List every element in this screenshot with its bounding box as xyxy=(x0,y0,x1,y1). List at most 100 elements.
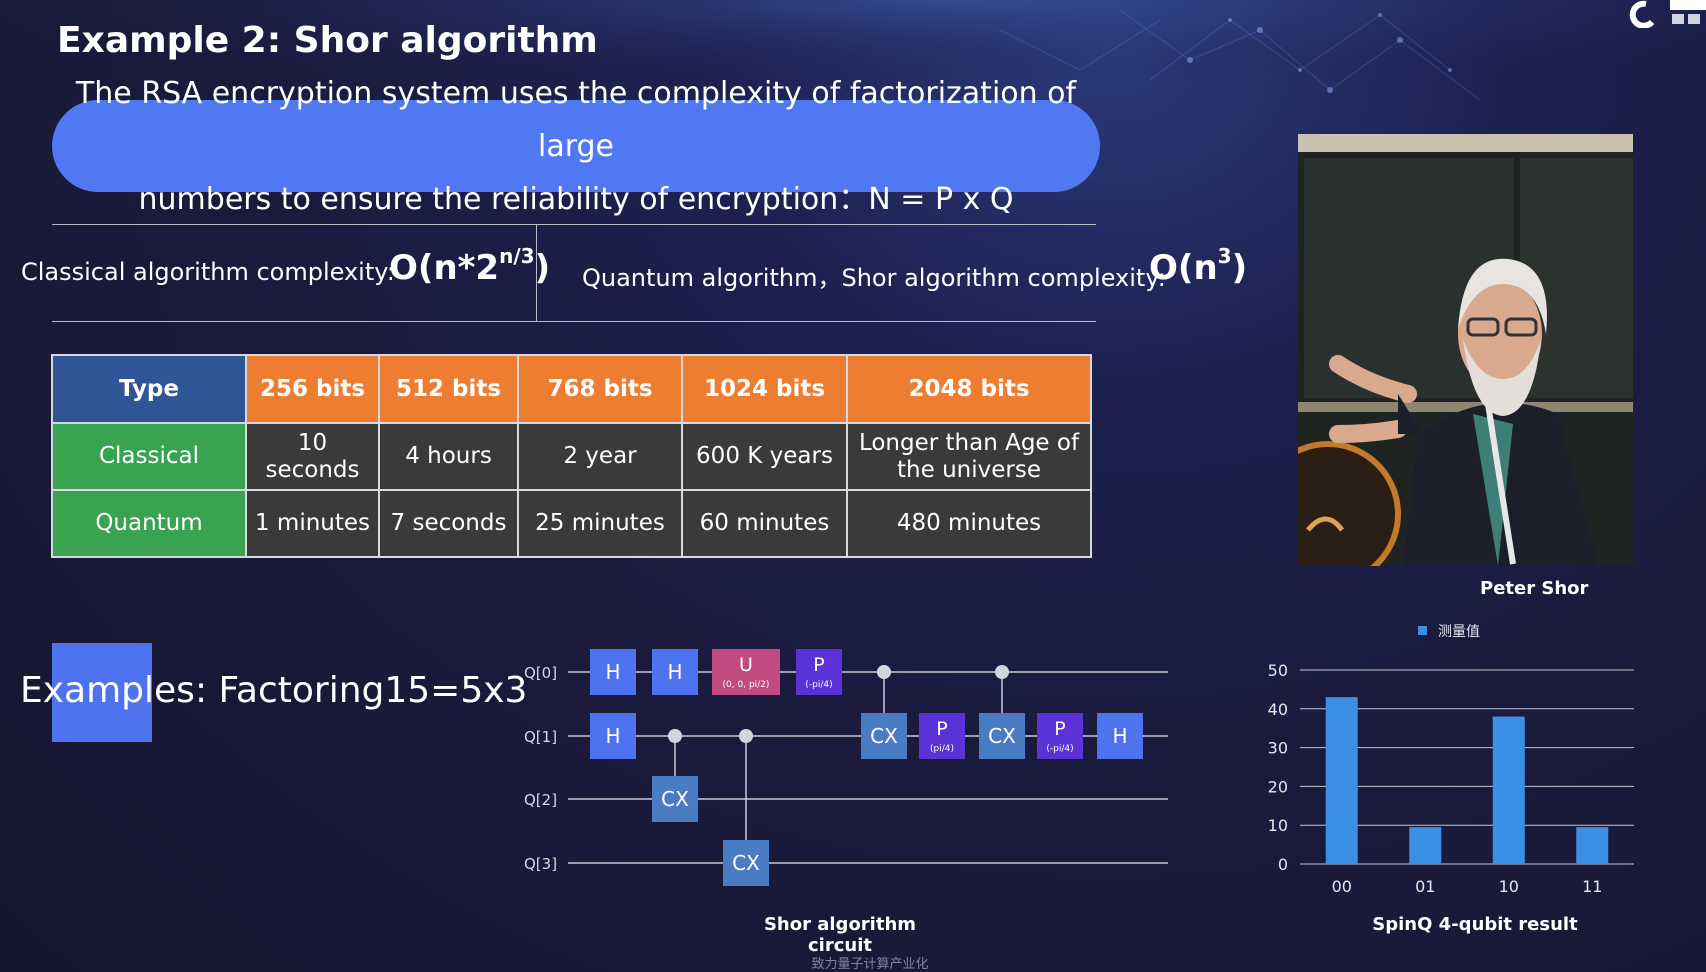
gate-cx xyxy=(861,713,907,759)
y-tick-label: 30 xyxy=(1268,739,1288,758)
bar-10 xyxy=(1492,716,1525,864)
table-header-cell: 2048 bits xyxy=(846,354,1092,424)
table-cell: 25 minutes xyxy=(517,489,683,558)
quantum-complexity-base: O(n xyxy=(1149,248,1218,288)
table-cell: 7 seconds xyxy=(378,489,519,558)
y-tick-label: 10 xyxy=(1268,816,1288,835)
gate-h-label: H xyxy=(1112,724,1127,748)
table-cell: 10 seconds xyxy=(245,422,380,491)
gate-h-label: H xyxy=(667,660,682,684)
table-row: Quantum 1 minutes 7 seconds 25 minutes 6… xyxy=(51,489,1092,558)
gate-u-param: (0, 0, pi/2) xyxy=(723,680,770,690)
footer-slogan: 致力量子计算产业化 xyxy=(811,957,929,972)
table-header-cell: 256 bits xyxy=(245,354,380,424)
gate-h xyxy=(590,713,636,759)
qubit-label: Q[2] xyxy=(524,791,557,809)
control-dot xyxy=(995,665,1009,679)
bar-00 xyxy=(1325,697,1358,864)
table-header-cell: Type xyxy=(51,354,247,424)
x-tick-label: 01 xyxy=(1415,877,1435,896)
gate-cx-label: CX xyxy=(732,851,760,875)
gate-p xyxy=(919,713,965,759)
legend-swatch xyxy=(1418,626,1427,635)
control-dot xyxy=(739,729,753,743)
table-row: Classical 10 seconds 4 hours 2 year 600 … xyxy=(51,422,1092,491)
gate-cx xyxy=(723,840,769,886)
classical-complexity-value: O(n*2n/3) xyxy=(389,244,551,288)
classical-complexity-exponent: n/3 xyxy=(499,244,535,268)
gate-h-label: H xyxy=(605,660,620,684)
x-tick-label: 11 xyxy=(1582,877,1602,896)
shor-circuit-diagram: Q[0] Q[1] Q[2] Q[3] H H U (0, 0, pi/2) P (-pi/4) H… xyxy=(524,649,1168,886)
gate-h xyxy=(590,649,636,695)
comparison-table: Type 256 bits 512 bits 768 bits 1024 bit… xyxy=(51,354,1092,558)
gate-p xyxy=(796,649,842,695)
gate-u xyxy=(712,649,780,695)
x-tick-label: 10 xyxy=(1499,877,1519,896)
table-cell: Longer than Age of the universe xyxy=(846,422,1092,491)
divider-vertical xyxy=(536,225,537,321)
qubit-label: Q[0] xyxy=(524,664,557,682)
legend-label: 测量值 xyxy=(1438,624,1480,640)
qubit-label: Q[1] xyxy=(524,728,557,746)
table-cell: 2 year xyxy=(517,422,683,491)
table-header-cell: 768 bits xyxy=(517,354,683,424)
control-dot xyxy=(668,729,682,743)
x-tick-label: 00 xyxy=(1332,877,1352,896)
classical-complexity-base: O(n*2 xyxy=(389,248,500,288)
table-header-row: Type 256 bits 512 bits 768 bits 1024 bit… xyxy=(51,354,1092,424)
table-cell: 480 minutes xyxy=(846,489,1092,558)
divider-bottom xyxy=(52,321,1096,322)
examples-accent-box xyxy=(52,643,152,742)
qubit-label: Q[3] xyxy=(524,855,557,873)
gate-cx-label: CX xyxy=(661,787,689,811)
slide-title: Example 2: Shor algorithm xyxy=(57,20,598,61)
table-header-cell: 512 bits xyxy=(378,354,519,424)
gate-p-label: P xyxy=(936,718,947,740)
divider-top xyxy=(52,224,1096,225)
gate-p-label: P xyxy=(813,654,824,676)
peter-shor-photo xyxy=(1298,134,1633,566)
spinq-logo xyxy=(1629,0,1706,28)
bar-01 xyxy=(1409,827,1442,864)
examples-text: Examples: Factoring15=5x3 xyxy=(20,670,528,711)
gate-cx-label: CX xyxy=(988,724,1016,748)
table-row-header: Classical xyxy=(51,422,247,491)
quantum-complexity-close: ) xyxy=(1231,248,1248,288)
table-header-cell: 1024 bits xyxy=(681,354,848,424)
quantum-complexity-label: Quantum algorithm，Shor algorithm complex… xyxy=(582,264,1166,292)
control-dot xyxy=(877,665,891,679)
gate-p-param: (pi/4) xyxy=(930,744,954,754)
table-row-header: Quantum xyxy=(51,489,247,558)
photo-caption: Peter Shor xyxy=(1480,578,1589,599)
circuit-caption: Shor algorithm circuit xyxy=(763,914,917,956)
measurement-bar-chart: 0 10 20 30 40 50 00 01 10 11 测量值 xyxy=(1268,624,1634,896)
chart-caption: SpinQ 4-qubit result xyxy=(1372,914,1578,935)
y-tick-label: 40 xyxy=(1268,700,1288,719)
rsa-line-2: numbers to ensure the reliability of enc… xyxy=(138,181,1014,217)
table-cell: 600 K years xyxy=(681,422,848,491)
classical-complexity-label: Classical algorithm complexity: xyxy=(21,258,395,286)
gate-cx xyxy=(979,713,1025,759)
table-cell: 1 minutes xyxy=(245,489,380,558)
table-cell: 4 hours xyxy=(378,422,519,491)
rsa-description-bubble: The RSA encryption system uses the compl… xyxy=(52,76,1100,217)
quantum-complexity-exponent: 3 xyxy=(1217,244,1232,268)
gate-p-param: (-pi/4) xyxy=(1046,744,1073,754)
rsa-line-1: The RSA encryption system uses the compl… xyxy=(75,75,1077,164)
quantum-complexity-value: O(n3) xyxy=(1149,244,1248,288)
classical-complexity-close: ) xyxy=(534,248,551,288)
y-tick-label: 0 xyxy=(1278,855,1288,874)
table-cell: 60 minutes xyxy=(681,489,848,558)
bar-11 xyxy=(1576,827,1609,864)
gate-h xyxy=(652,649,698,695)
gate-h-label: H xyxy=(605,724,620,748)
y-tick-label: 20 xyxy=(1268,777,1288,796)
gate-p-label: P xyxy=(1054,718,1065,740)
gate-p xyxy=(1037,713,1083,759)
gate-cx-label: CX xyxy=(870,724,898,748)
gate-h xyxy=(1097,713,1143,759)
gate-cx xyxy=(652,776,698,822)
y-tick-label: 50 xyxy=(1268,661,1288,680)
gate-u-label: U xyxy=(739,654,753,676)
